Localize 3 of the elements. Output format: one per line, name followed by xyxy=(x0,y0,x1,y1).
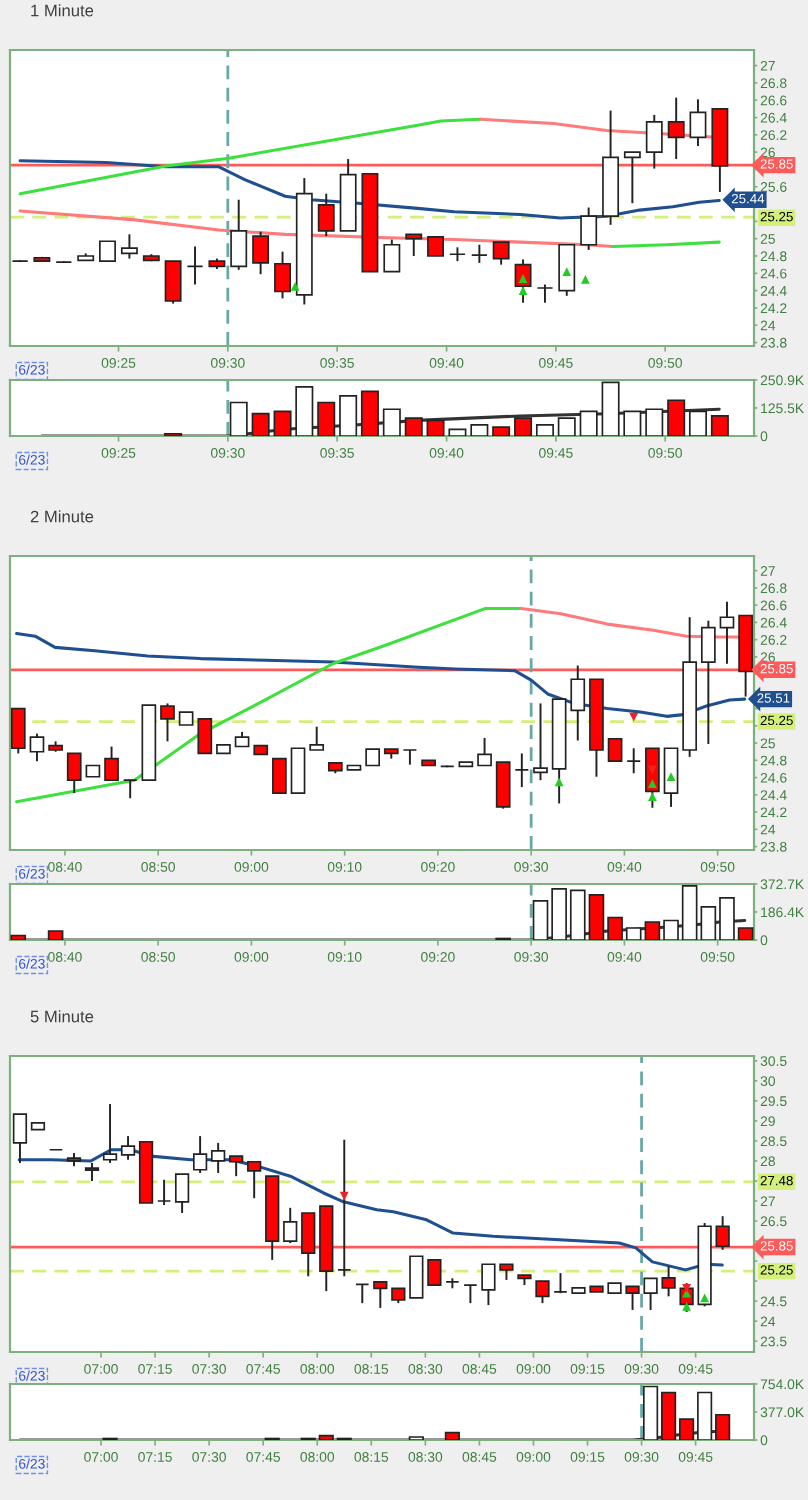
chart-title: 5 Minute xyxy=(30,1010,94,1023)
chart-title: 2 Minute xyxy=(30,510,94,523)
chart-title: 1 Minute xyxy=(31,4,94,17)
